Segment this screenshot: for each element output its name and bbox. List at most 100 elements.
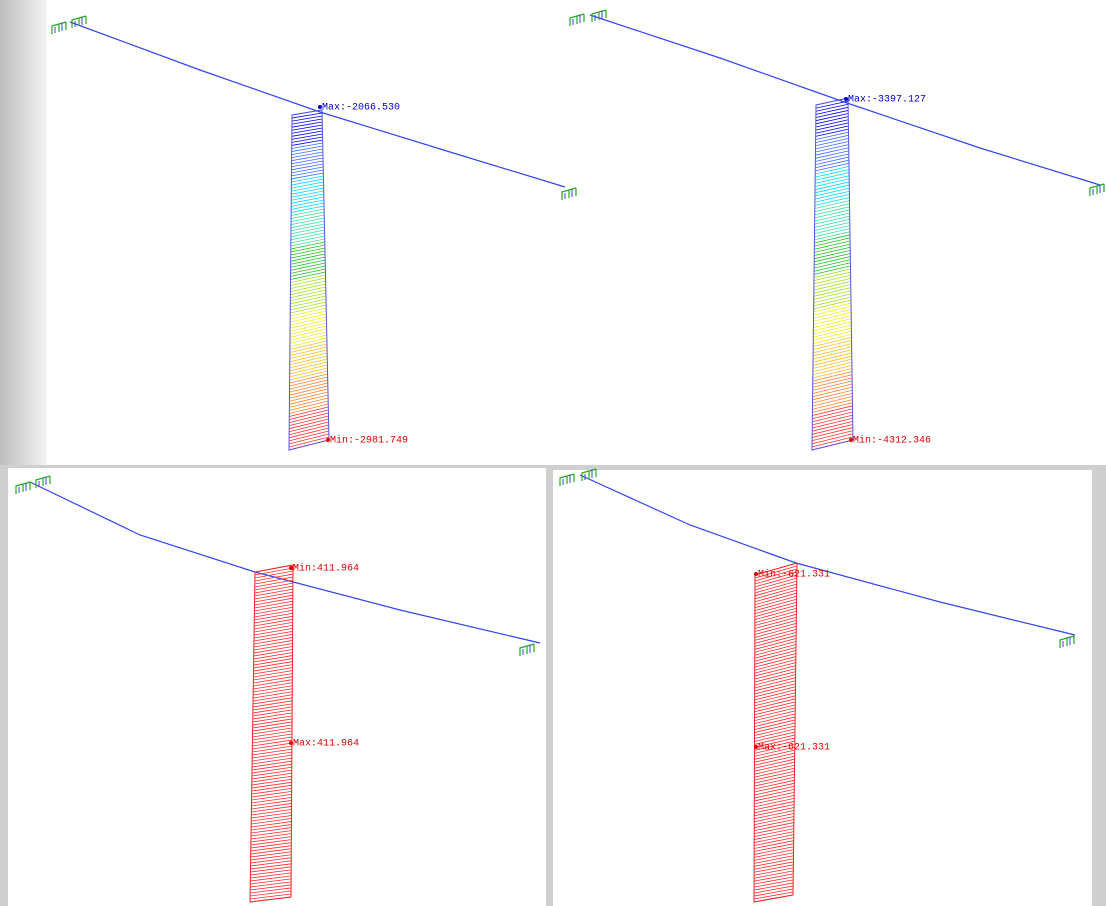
hatch-line — [250, 887, 292, 894]
hatch-line — [812, 417, 853, 429]
hatch-line — [289, 394, 329, 405]
support-dof — [54, 23, 63, 33]
hatch-line — [250, 842, 292, 849]
hatch-line — [753, 870, 794, 879]
hatch-line — [289, 391, 329, 402]
beam — [69, 21, 566, 188]
column-outline — [249, 564, 294, 903]
hatch-line — [754, 565, 798, 579]
hatch-line — [815, 113, 849, 122]
hatch-line — [754, 598, 797, 612]
hatch-line — [813, 290, 851, 300]
support — [569, 13, 585, 26]
hatch-line — [753, 879, 794, 888]
hatch-line — [753, 876, 794, 885]
hatch-line — [252, 724, 293, 732]
hatch-line — [252, 736, 293, 744]
hatch-line — [754, 719, 796, 730]
hatch-line — [754, 728, 796, 739]
hatch-line — [812, 352, 852, 363]
column-outline — [753, 562, 798, 903]
hatch-line — [814, 203, 850, 213]
hatch-line — [754, 867, 794, 876]
hatch-line — [754, 752, 795, 763]
hatch-line — [813, 284, 851, 294]
hatch-line — [814, 221, 850, 231]
hatch-line — [815, 131, 849, 140]
hatch-line — [251, 766, 292, 774]
hatch-line — [814, 200, 850, 209]
hatch-line — [291, 208, 325, 216]
hatch-line — [250, 890, 292, 897]
hatch-line — [250, 881, 292, 888]
hatch-line — [249, 893, 292, 900]
support — [51, 21, 67, 34]
result-label: Max:-3397.127 — [848, 95, 926, 106]
hatch-line — [289, 382, 328, 393]
hatch-line — [754, 665, 796, 677]
hatch-line — [290, 253, 326, 262]
hatch-line — [290, 286, 326, 296]
hatch-line — [291, 166, 324, 174]
hatch-line — [812, 411, 853, 423]
hatch-line — [252, 694, 293, 702]
hatch-line — [250, 866, 292, 873]
hatch-line — [254, 618, 293, 627]
hatch-line — [815, 162, 850, 172]
hatch-line — [253, 637, 293, 645]
hatch-line — [250, 860, 292, 867]
hatch-line — [753, 885, 794, 894]
hatch-line — [291, 181, 324, 189]
hatch-line — [815, 125, 849, 134]
hatch-line — [815, 147, 849, 156]
hatch-line — [289, 418, 329, 430]
hatch-line — [754, 801, 795, 811]
support — [559, 473, 575, 486]
hatch-line — [252, 757, 292, 765]
hatch-line — [254, 600, 293, 609]
hatch-line — [754, 632, 797, 644]
hatch-line — [754, 680, 796, 692]
hatch-line — [754, 568, 798, 582]
hatch-line — [253, 664, 293, 672]
hatch-line — [251, 790, 292, 798]
hatch-line — [812, 377, 853, 388]
beam — [589, 14, 1101, 186]
hatch-line — [814, 184, 850, 194]
hatch-line — [754, 807, 795, 817]
result-label: Max:411.964 — [293, 739, 359, 750]
hatch-line — [291, 136, 323, 143]
hatch-line — [754, 716, 796, 727]
hatch-line — [251, 793, 292, 801]
hatch-line — [813, 262, 851, 272]
hatch-line — [754, 755, 795, 766]
hatch-line — [252, 700, 293, 708]
hatch-line — [290, 265, 326, 274]
hatch-line — [754, 571, 797, 585]
hatch-line — [753, 888, 794, 897]
hatch-line — [754, 692, 796, 704]
hatch-line — [289, 427, 329, 439]
support — [1059, 635, 1075, 648]
hatch-line — [815, 138, 849, 147]
hatch-line — [814, 193, 850, 203]
hatch-line — [754, 849, 794, 858]
hatch-line — [813, 281, 851, 291]
hatch-line — [252, 712, 293, 720]
hatch-line — [754, 580, 797, 594]
hatch-line — [291, 154, 324, 162]
hatch-line — [289, 400, 329, 411]
panel-bg — [553, 470, 1092, 906]
hatch-line — [754, 779, 795, 790]
hatch-line — [291, 169, 324, 177]
hatch-line — [291, 139, 323, 146]
hatch-line — [754, 644, 797, 656]
hatch-line — [813, 315, 852, 325]
hatch-line — [754, 641, 797, 653]
hatch-line — [812, 389, 853, 401]
hatch-line — [814, 231, 851, 241]
hatch-line — [815, 134, 849, 144]
hatch-line — [814, 209, 850, 219]
hatch-line — [813, 340, 852, 351]
hatch-line — [290, 277, 326, 286]
